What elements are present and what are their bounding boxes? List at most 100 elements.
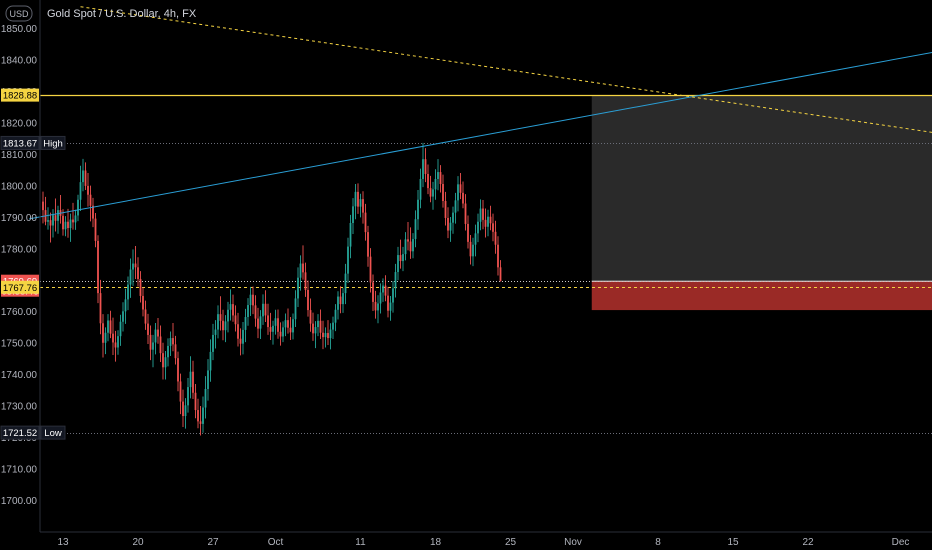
candle-body [474,233,477,245]
candle [94,212,97,248]
candle [127,276,129,311]
candle [429,175,432,203]
candle-body [157,329,159,337]
candle-body [107,320,109,333]
candle [394,263,397,298]
blue-trend [29,51,932,220]
trendlines[interactable] [29,6,932,220]
candle-body [399,255,402,262]
candle-body [344,273,347,294]
candle [437,159,439,191]
candle-body [459,184,462,193]
candle [427,164,429,195]
candle [184,398,187,429]
candle [297,267,299,307]
candle-body [284,320,287,328]
candle-body [99,293,102,324]
candle [147,313,149,345]
candle [154,322,157,355]
candle [277,309,279,339]
y-tick-label: 1810.00 [1,150,38,161]
candle [362,191,364,224]
candle-body [457,184,459,201]
x-tick-label: 20 [132,537,144,548]
chart-header: USD Gold Spot / U.S. Dollar, 4h, FX [5,5,197,22]
symbol-title: Gold Spot / U.S. Dollar, 4h, FX [47,8,197,20]
candle-body [327,333,329,339]
candle [399,239,402,269]
candle [289,317,292,340]
price-tag-level: 1828.88 [1,88,39,102]
candle [479,199,482,231]
candle [407,222,409,251]
candle-body [442,184,444,201]
candle-body [314,327,317,334]
candle [162,342,164,380]
candle [332,316,334,340]
candle [497,236,499,276]
candle [459,173,462,200]
candle-body [172,338,174,345]
currency-label: USD [9,9,29,19]
candle-body [437,172,439,179]
candle-body [54,215,57,221]
candle [217,305,219,339]
price-tag-value: 1828.88 [3,91,37,102]
price-tag-box [1,88,39,102]
time-axis[interactable]: 132027Oct111825Nov81522Dec7 [57,537,932,548]
candle [374,290,377,319]
yellow-trend [80,6,932,133]
candle-body [147,323,149,335]
candle [274,309,277,335]
candle [207,359,209,401]
candle-body [192,371,194,393]
candle [227,301,229,333]
candle [272,320,274,345]
candles [42,142,502,436]
candle [472,237,474,267]
candle-body [132,263,134,270]
candle-body [324,333,327,338]
candle [409,227,412,259]
position-tool[interactable] [591,95,932,311]
candle [322,320,324,350]
x-tick-label: 15 [727,537,739,548]
candle [262,294,264,325]
candle [349,214,352,259]
candle [304,262,307,297]
candle-body [304,272,307,290]
candle-body [487,216,489,227]
candle-body [224,321,227,331]
candle-body [292,319,294,333]
candle [192,360,194,400]
candle [239,328,242,356]
candle [444,191,447,226]
candle-body [322,332,324,338]
candle [54,198,57,232]
candle-body [492,223,494,232]
candle [77,194,79,222]
candle-body [252,294,254,306]
candle-body [247,305,249,318]
candle [279,322,282,346]
currency-badge[interactable] [5,5,33,22]
axes [39,0,932,533]
candle-body [82,170,84,183]
candle [97,235,99,304]
candle-body [152,342,154,350]
candle-body [302,263,304,273]
candle-body [184,405,187,417]
candle-body [414,219,417,240]
candle-body [389,302,392,311]
candle-body [259,316,262,329]
candle [417,189,419,230]
candle [334,304,337,332]
candle-body [212,334,214,352]
candle-body [159,336,162,354]
candle [177,351,179,392]
candle [499,260,502,282]
candle [79,165,82,212]
candle-body [409,241,412,252]
candle [404,232,407,261]
